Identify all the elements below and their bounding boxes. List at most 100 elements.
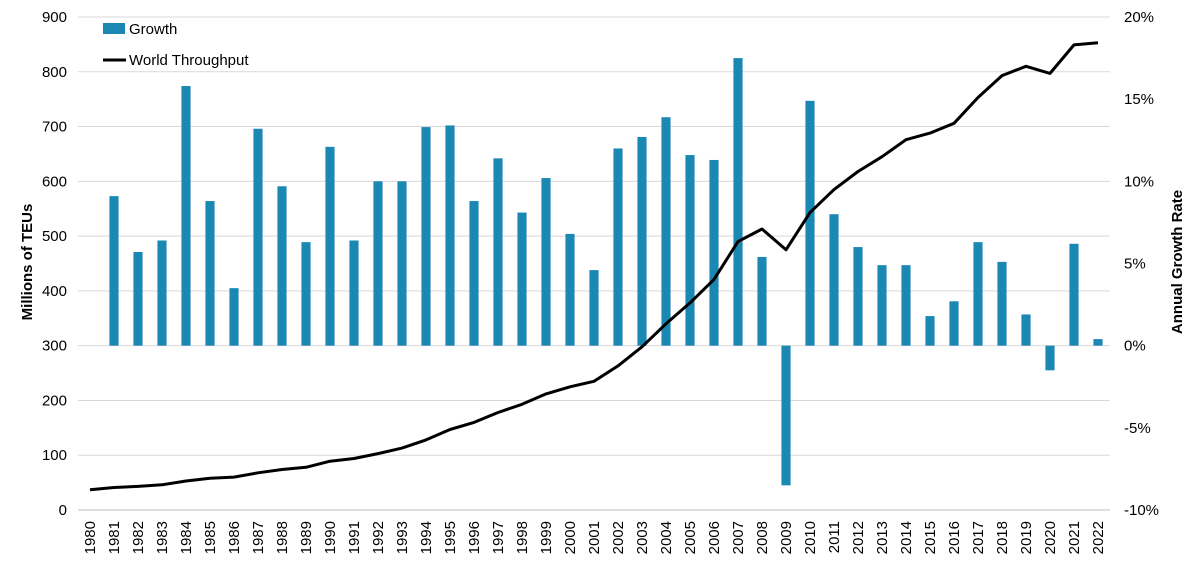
x-tick-label: 2010: [802, 521, 819, 554]
growth-bar: [661, 117, 671, 346]
x-tick-label: 2012: [850, 521, 867, 554]
growth-bar: [565, 233, 575, 346]
growth-bar: [829, 214, 839, 346]
left-tick-label: 400: [42, 283, 67, 300]
growth-bar: [421, 127, 431, 346]
left-tick-label: 700: [42, 119, 67, 136]
growth-bar: [469, 201, 479, 346]
right-axis-title: Annual Growth Rate: [1169, 190, 1186, 334]
x-tick-label: 1987: [250, 521, 267, 554]
growth-bar: [373, 181, 383, 346]
x-tick-label: 1980: [82, 521, 99, 554]
x-tick-label: 1981: [106, 521, 123, 554]
x-axis-tick-labels: 1980 1981 1982 1983 1984 1985 1986 1987 1988 1989…: [82, 521, 1107, 554]
x-tick-label: 2007: [730, 521, 747, 554]
growth-bar: [541, 178, 551, 346]
x-tick-label: 2021: [1066, 521, 1083, 554]
growth-bar: [397, 181, 407, 346]
x-tick-label: 2014: [898, 521, 915, 554]
growth-bar: [613, 148, 623, 346]
left-tick-label: 200: [42, 392, 67, 409]
x-tick-label: 2003: [634, 521, 651, 554]
growth-bar: [709, 159, 719, 346]
left-tick-label: 300: [42, 338, 67, 355]
growth-bar: [277, 186, 287, 346]
growth-bar: [949, 301, 959, 346]
growth-bar: [757, 256, 767, 346]
x-tick-label: 1998: [514, 521, 531, 554]
x-tick-label: 1984: [178, 521, 195, 554]
growth-bar: [997, 261, 1007, 346]
left-tick-label: 0: [59, 502, 67, 519]
growth-bar: [853, 247, 863, 346]
right-tick-label: 5%: [1124, 256, 1146, 273]
growth-bar: [517, 212, 527, 346]
right-axis-tick-labels: -10% -5% 0% 5% 10% 15% 20%: [1124, 9, 1159, 519]
x-tick-label: 1992: [370, 521, 387, 554]
x-tick-label: 2009: [778, 521, 795, 554]
growth-bar: [181, 86, 191, 346]
growth-bar: [349, 240, 359, 346]
growth-bar: [781, 345, 791, 486]
growth-bar: [229, 288, 239, 346]
growth-bar: [445, 125, 455, 346]
left-axis-tick-labels: 0 100 200 300 400 500 600 700 800 900: [42, 9, 67, 519]
growth-bar: [325, 146, 335, 346]
growth-bar: [589, 270, 599, 346]
x-tick-label: 1996: [466, 521, 483, 554]
right-tick-label: -10%: [1124, 502, 1159, 519]
x-tick-label: 2001: [586, 521, 603, 554]
x-tick-label: 2002: [610, 521, 627, 554]
x-tick-label: 2020: [1042, 521, 1059, 554]
growth-bar: [253, 128, 263, 346]
right-tick-label: -5%: [1124, 420, 1151, 437]
growth-bar: [637, 136, 647, 346]
x-tick-label: 1982: [130, 521, 147, 554]
growth-bar: [157, 240, 167, 346]
growth-bar: [805, 100, 815, 346]
x-tick-label: 2011: [826, 521, 843, 553]
growth-bar: [685, 155, 695, 346]
x-tick-label: 2022: [1090, 521, 1107, 554]
right-tick-label: 15%: [1124, 91, 1154, 108]
gridlines: [78, 16, 1110, 456]
growth-bars: [109, 58, 1103, 486]
right-tick-label: 10%: [1124, 173, 1154, 190]
x-tick-label: 2018: [994, 521, 1011, 554]
legend-growth-label: Growth: [129, 21, 177, 38]
growth-bar: [973, 242, 983, 346]
world-throughput-line: [89, 41, 1099, 492]
growth-bar: [877, 265, 887, 346]
left-tick-label: 900: [42, 9, 67, 26]
right-tick-label: 0%: [1124, 338, 1146, 355]
x-tick-label: 1988: [274, 521, 291, 554]
legend: Growth World Throughput: [103, 21, 249, 69]
right-tick-label: 20%: [1124, 9, 1154, 26]
growth-bar: [301, 242, 311, 346]
x-tick-label: 2008: [754, 521, 771, 554]
growth-bar: [109, 196, 119, 346]
x-tick-label: 2015: [922, 521, 939, 554]
x-tick-label: 1985: [202, 521, 219, 554]
growth-bar: [1069, 243, 1079, 346]
x-tick-label: 2005: [682, 521, 699, 554]
x-tick-label: 1999: [538, 521, 555, 554]
growth-bar: [493, 158, 503, 346]
growth-bar: [1093, 339, 1103, 346]
left-axis-title: Millions of TEUs: [19, 204, 36, 321]
left-tick-label: 600: [42, 173, 67, 190]
left-tick-label: 500: [42, 228, 67, 245]
x-tick-label: 2004: [658, 521, 675, 554]
x-tick-label: 2019: [1018, 521, 1035, 554]
x-tick-label: 1990: [322, 521, 339, 554]
x-tick-label: 2016: [946, 521, 963, 554]
left-tick-label: 800: [42, 64, 67, 81]
x-tick-label: 1993: [394, 521, 411, 554]
x-tick-label: 2000: [562, 521, 579, 554]
legend-growth-swatch: [103, 23, 125, 34]
growth-bar: [733, 58, 743, 346]
growth-bar: [925, 316, 935, 346]
x-tick-label: 1995: [442, 521, 459, 554]
growth-bar: [1021, 314, 1031, 346]
